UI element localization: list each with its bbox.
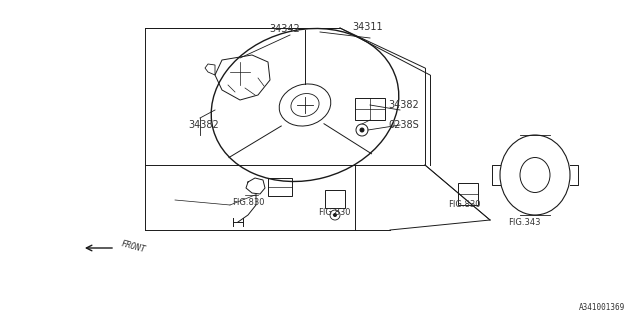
Text: FIG.830: FIG.830 [448, 200, 481, 209]
Text: A341001369: A341001369 [579, 303, 625, 312]
Text: 34311: 34311 [353, 22, 383, 32]
Text: 34342: 34342 [269, 24, 300, 34]
Bar [458, 183, 478, 205]
Bar [268, 178, 292, 196]
Text: FIG.830: FIG.830 [318, 208, 351, 217]
Text: FIG.830: FIG.830 [232, 198, 264, 207]
Circle shape [360, 127, 365, 132]
Circle shape [333, 213, 337, 217]
Bar [325, 190, 345, 208]
Text: 34382: 34382 [188, 120, 219, 130]
Text: 34382: 34382 [388, 100, 419, 110]
Text: FRONT: FRONT [120, 239, 147, 254]
Bar [355, 98, 385, 120]
Text: 0238S: 0238S [388, 120, 419, 130]
Text: FIG.343: FIG.343 [508, 218, 541, 227]
